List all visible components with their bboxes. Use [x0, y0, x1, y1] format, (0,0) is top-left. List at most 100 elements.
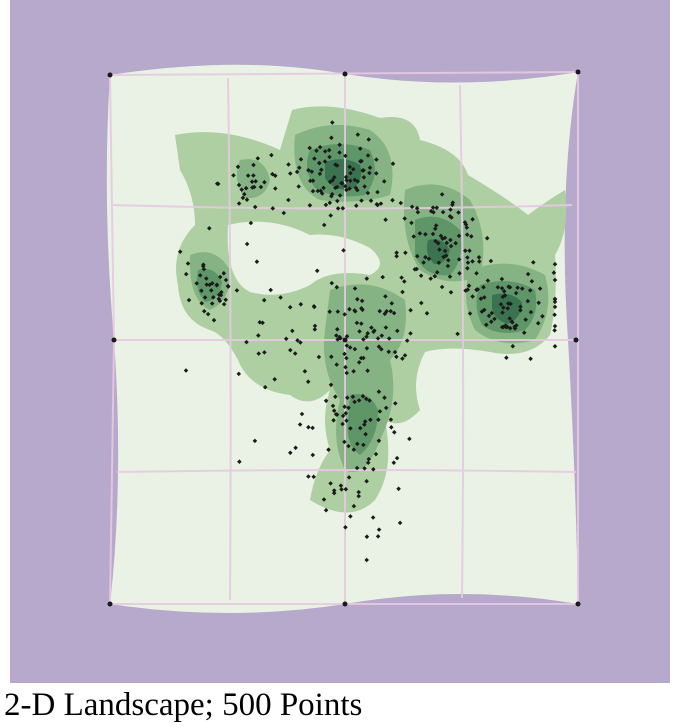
data-point [469, 234, 474, 239]
data-point [408, 331, 413, 336]
data-point [305, 379, 311, 384]
data-point [321, 497, 327, 502]
data-point [205, 311, 211, 317]
data-point [481, 284, 486, 290]
data-point [344, 418, 349, 423]
data-point [344, 370, 349, 376]
data-point [438, 233, 444, 239]
data-point [331, 418, 336, 423]
data-point [258, 184, 264, 190]
data-point [342, 351, 347, 357]
data-point [535, 320, 541, 326]
data-point [391, 460, 397, 465]
data-point [383, 217, 388, 222]
data-point [314, 148, 319, 153]
data-point [210, 281, 215, 286]
data-point [409, 220, 414, 226]
data-point [344, 343, 350, 348]
data-point [355, 187, 360, 193]
data-point [467, 311, 473, 316]
data-point [552, 261, 558, 267]
data-point [345, 395, 350, 400]
data-point [525, 298, 531, 304]
data-point [319, 167, 324, 173]
data-point [344, 334, 350, 339]
data-point [394, 455, 400, 461]
data-point [394, 250, 399, 255]
data-point [310, 425, 315, 431]
data-point [373, 451, 379, 457]
data-point [424, 311, 430, 316]
data-point [551, 270, 557, 275]
data-point [375, 534, 381, 539]
low-density-region [227, 221, 380, 295]
data-point [256, 333, 261, 338]
data-point [328, 382, 334, 388]
data-point [363, 396, 369, 402]
data-point [448, 290, 454, 295]
data-point [400, 356, 405, 361]
data-point [202, 295, 208, 300]
data-point [485, 278, 491, 283]
data-point [299, 411, 305, 417]
data-point [333, 394, 338, 399]
data-point [223, 277, 229, 283]
data-point [311, 304, 317, 309]
data-point [382, 395, 387, 400]
data-point [358, 159, 363, 164]
data-point [343, 411, 349, 416]
data-point [407, 436, 412, 442]
data-point [270, 206, 276, 211]
data-point [501, 305, 506, 310]
data-point [244, 339, 249, 345]
data-point [552, 312, 557, 318]
data-point [465, 266, 470, 271]
data-point [540, 314, 545, 319]
data-point [528, 309, 534, 315]
data-point [302, 369, 308, 374]
data-point [262, 350, 267, 355]
data-point [521, 330, 527, 335]
data-point [310, 178, 316, 183]
data-point [364, 478, 369, 484]
data-point [386, 349, 391, 355]
data-point [330, 120, 335, 125]
data-point [375, 336, 381, 341]
data-point [361, 168, 366, 173]
data-point [414, 253, 420, 259]
data-point [492, 316, 497, 322]
data-point [354, 465, 360, 471]
data-point [505, 306, 511, 311]
grid-nodes [107, 69, 581, 607]
data-point [552, 299, 558, 305]
data-point [350, 394, 356, 399]
data-point [359, 306, 364, 311]
data-point [518, 308, 523, 313]
data-point [386, 336, 392, 341]
data-point [316, 354, 322, 360]
data-point [330, 403, 336, 409]
data-point [377, 308, 382, 314]
data-point [418, 273, 424, 278]
data-point [507, 325, 513, 331]
data-point [292, 351, 298, 356]
data-point [376, 438, 382, 444]
data-point [434, 205, 440, 211]
data-point [364, 276, 370, 281]
data-point [396, 486, 401, 492]
data-point [310, 452, 316, 458]
data-point [423, 254, 428, 260]
landscape-plot [10, 0, 670, 683]
data-point [489, 310, 495, 316]
data-point [376, 389, 382, 394]
data-point [374, 171, 379, 176]
data-point [442, 248, 448, 254]
data-point [552, 277, 558, 283]
data-point [388, 308, 393, 314]
data-point [342, 312, 347, 317]
data-point [343, 486, 349, 492]
data-point [527, 288, 533, 293]
data-point [287, 304, 293, 310]
data-point [334, 284, 340, 290]
data-point [367, 398, 372, 403]
